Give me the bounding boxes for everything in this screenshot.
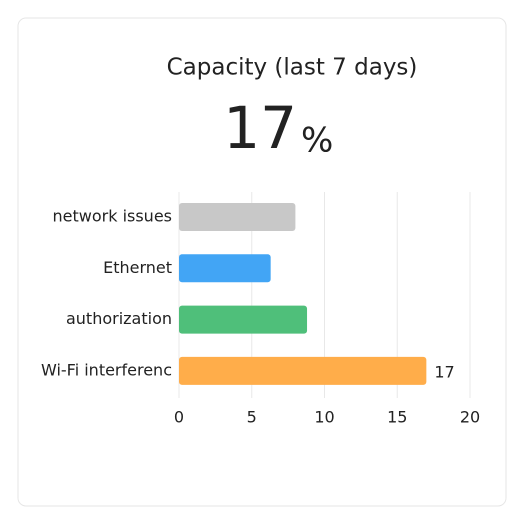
x-tick-label: 20 [460, 408, 480, 427]
chart-title: Capacity (last 7 days) [167, 55, 418, 81]
category-label: Ethernet [103, 258, 172, 277]
x-tick-label: 0 [174, 408, 184, 427]
x-tick-label: 10 [314, 408, 334, 427]
category-label: network issues [53, 207, 173, 226]
bar [179, 254, 271, 283]
x-tick-label: 15 [387, 408, 407, 427]
value-label: 17 [434, 362, 454, 381]
bar [179, 305, 308, 334]
category-label: Wi-Fi interferenc [41, 360, 172, 379]
headline-value: 17 [223, 94, 297, 162]
bar [179, 356, 427, 385]
bar [179, 203, 296, 231]
headline-unit: % [301, 121, 333, 161]
category-label: authorization [66, 309, 172, 328]
x-tick-label: 5 [247, 408, 257, 427]
